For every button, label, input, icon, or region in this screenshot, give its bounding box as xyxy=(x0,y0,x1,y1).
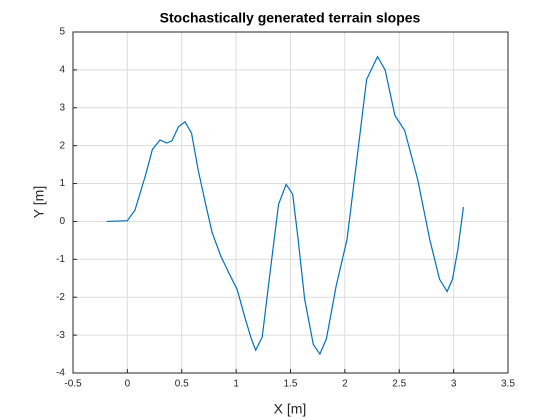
plot-frame xyxy=(72,31,509,374)
x-tick-label: -0.5 xyxy=(64,379,82,390)
x-axis-label: X [m] xyxy=(274,401,307,417)
y-tick-label: -4 xyxy=(56,368,65,379)
data-line xyxy=(106,55,465,356)
y-tick-label: 2 xyxy=(59,140,65,151)
x-tick-label: 2 xyxy=(342,379,348,390)
x-tick-label: 0.5 xyxy=(175,379,189,390)
y-tick-label: -2 xyxy=(56,292,65,303)
x-tick-label: 3 xyxy=(451,379,457,390)
y-tick-label: -3 xyxy=(56,330,65,341)
y-tick-label: 1 xyxy=(59,178,65,189)
x-tick-label: 0 xyxy=(125,379,131,390)
x-tick-label: 1 xyxy=(233,379,239,390)
y-axis-label: Y [m] xyxy=(31,186,47,218)
y-tick-label: 3 xyxy=(59,102,65,113)
x-tick-label: 1.5 xyxy=(284,379,298,390)
y-tick-label: 4 xyxy=(59,65,65,76)
x-tick-label: 2.5 xyxy=(392,379,406,390)
y-tick-label: 5 xyxy=(59,27,65,38)
chart-title: Stochastically generated terrain slopes xyxy=(160,10,421,26)
y-tick-label: 0 xyxy=(59,216,65,227)
y-tick-label: -1 xyxy=(56,254,65,265)
x-tick-label: 3.5 xyxy=(501,379,515,390)
